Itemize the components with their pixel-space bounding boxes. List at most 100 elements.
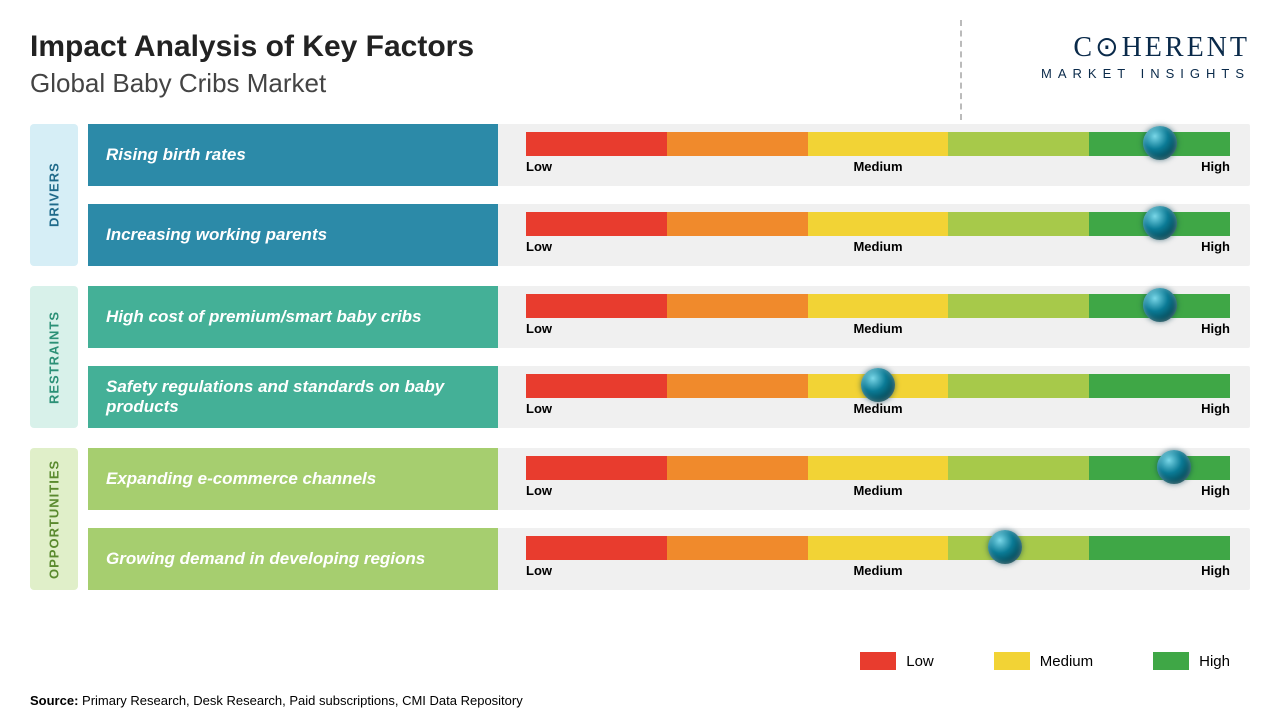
- rows-container: Expanding e-commerce channels Low Medium Hi…: [88, 448, 1250, 590]
- gauge-segment: [667, 374, 808, 398]
- legend-item: Low: [860, 652, 934, 670]
- gauge-axis-labels: LowMediumHigh: [526, 401, 1230, 416]
- rows-container: Rising birth rates Low Medium High Increasin…: [88, 124, 1250, 266]
- gauge-segment: [1089, 536, 1230, 560]
- header-divider: [960, 20, 962, 120]
- gauge-label-low: Low: [526, 483, 552, 498]
- gauge-label-low: Low: [526, 563, 552, 578]
- gauge: Low Medium High: [518, 448, 1250, 510]
- factor-row: Expanding e-commerce channels Low Medium Hi…: [88, 448, 1250, 510]
- legend-label: Low: [906, 653, 934, 670]
- gauge-label-high: High: [1201, 159, 1230, 174]
- gauge-segment: [526, 374, 667, 398]
- gauge-bar: [526, 212, 1230, 236]
- page-title: Impact Analysis of Key Factors: [30, 30, 474, 64]
- rows-container: High cost of premium/smart baby cribs Low…: [88, 286, 1250, 428]
- gauge-segment: [948, 294, 1089, 318]
- factor-label: Growing demand in developing regions: [88, 528, 498, 590]
- factor-row: Safety regulations and standards on baby…: [88, 366, 1250, 428]
- gauge-segment: [808, 456, 949, 480]
- factor-label: Safety regulations and standards on baby…: [88, 366, 498, 428]
- category-tab: DRIVERS: [30, 124, 78, 266]
- gauge-axis-labels: Low Medium High: [526, 321, 1230, 336]
- gauge-label-medium: Medium: [853, 563, 902, 578]
- section-drivers: DRIVERSRising birth rates Low Medium High In…: [30, 124, 1250, 266]
- category-tab: RESTRAINTS: [30, 286, 78, 428]
- category-tab: OPPORTUNITIES: [30, 448, 78, 590]
- brand-logo: C⊙HERENT MARKET INSIGHTS: [1041, 30, 1250, 81]
- gauge-bar: [526, 294, 1230, 318]
- logo-main-text: C⊙HERENT: [1041, 30, 1250, 64]
- gauge-segment: [667, 212, 808, 236]
- gauge-label-low: Low: [526, 239, 552, 254]
- gauge-segment: [808, 536, 949, 560]
- gauge-axis-labels: Low Medium High: [526, 563, 1230, 578]
- gauge: LowMediumHigh: [518, 204, 1250, 266]
- gauge-label-high: High: [1201, 401, 1230, 416]
- gauge-segment: [808, 212, 949, 236]
- gauge-label-low: Low: [526, 159, 552, 174]
- gauge-bar: [526, 374, 1230, 398]
- factor-row: High cost of premium/smart baby cribs Low…: [88, 286, 1250, 348]
- gauge-label-low: Low: [526, 321, 552, 336]
- page-subtitle: Global Baby Cribs Market: [30, 68, 474, 99]
- legend-label: High: [1199, 653, 1230, 670]
- factor-row: Growing demand in developing regions Low M…: [88, 528, 1250, 590]
- gauge-segment: [948, 374, 1089, 398]
- gauge-segment: [526, 456, 667, 480]
- gauge-bar: [526, 536, 1230, 560]
- gauge-segment: [667, 536, 808, 560]
- gauge-axis-labels: LowMediumHigh: [526, 239, 1230, 254]
- header: Impact Analysis of Key Factors Global Ba…: [30, 30, 1250, 99]
- gauge-label-high: High: [1201, 563, 1230, 578]
- source-text: Primary Research, Desk Research, Paid su…: [78, 693, 522, 708]
- gauge: Low Medium High: [518, 124, 1250, 186]
- gauge-knob: [1143, 126, 1177, 160]
- gauge-axis-labels: Low Medium High: [526, 483, 1230, 498]
- section-restraints: RESTRAINTSHigh cost of premium/smart bab…: [30, 286, 1250, 428]
- gauge-label-medium: Medium: [853, 239, 902, 254]
- logo-sub-text: MARKET INSIGHTS: [1041, 66, 1250, 81]
- gauge-bar: [526, 456, 1230, 480]
- gauge-bar: [526, 132, 1230, 156]
- gauge-knob: [988, 530, 1022, 564]
- gauge: LowMediumHigh: [518, 366, 1250, 428]
- legend: Low Medium High: [860, 652, 1230, 670]
- gauge-label-high: High: [1201, 321, 1230, 336]
- gauge-knob: [861, 368, 895, 402]
- gauge-label-medium: Medium: [853, 159, 902, 174]
- gauge-segment: [667, 294, 808, 318]
- gauge-knob: [1157, 450, 1191, 484]
- gauge-label-medium: Medium: [853, 401, 902, 416]
- gauge: Low Medium High: [518, 528, 1250, 590]
- section-opportunities: OPPORTUNITIESExpanding e-commerce channe…: [30, 448, 1250, 590]
- gauge-knob: [1143, 206, 1177, 240]
- factor-row: Rising birth rates Low Medium High: [88, 124, 1250, 186]
- gauge-segment: [526, 212, 667, 236]
- factor-label: Rising birth rates: [88, 124, 498, 186]
- legend-swatch: [860, 652, 896, 670]
- legend-label: Medium: [1040, 653, 1093, 670]
- gauge-segment: [1089, 374, 1230, 398]
- gauge-axis-labels: Low Medium High: [526, 159, 1230, 174]
- gauge-knob: [1143, 288, 1177, 322]
- gauge-segment: [667, 456, 808, 480]
- legend-swatch: [994, 652, 1030, 670]
- gauge: Low Medium High: [518, 286, 1250, 348]
- gauge-segment: [948, 212, 1089, 236]
- source-label: Source:: [30, 693, 78, 708]
- factor-label: Expanding e-commerce channels: [88, 448, 498, 510]
- gauge-label-high: High: [1201, 483, 1230, 498]
- factor-label: High cost of premium/smart baby cribs: [88, 286, 498, 348]
- gauge-label-medium: Medium: [853, 483, 902, 498]
- gauge-segment: [948, 456, 1089, 480]
- gauge-label-medium: Medium: [853, 321, 902, 336]
- legend-item: Medium: [994, 652, 1093, 670]
- gauge-segment: [808, 132, 949, 156]
- factor-row: Increasing working parentsLowMediumHigh: [88, 204, 1250, 266]
- gauge-segment: [526, 536, 667, 560]
- legend-swatch: [1153, 652, 1189, 670]
- gauge-segment: [526, 132, 667, 156]
- factor-label: Increasing working parents: [88, 204, 498, 266]
- source-line: Source: Primary Research, Desk Research,…: [30, 693, 523, 708]
